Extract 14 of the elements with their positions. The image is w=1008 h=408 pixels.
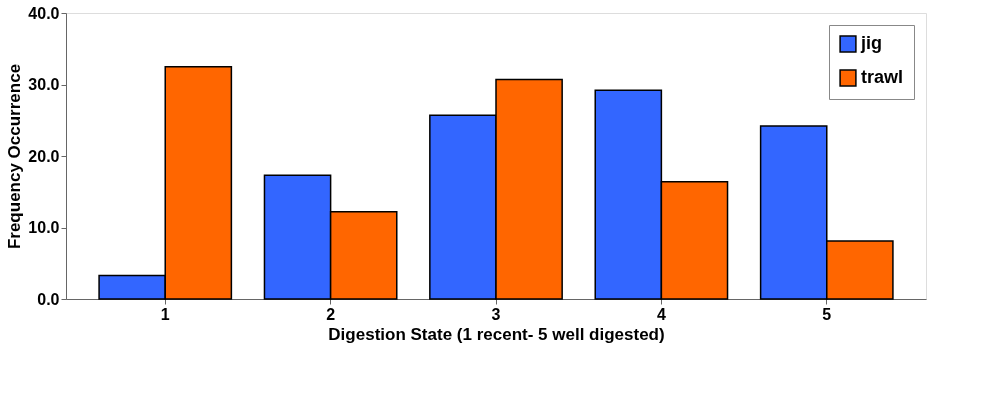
x-tick-label: 5	[822, 305, 832, 323]
x-tick-label: 4	[656, 305, 666, 323]
legend-label: jig	[860, 33, 882, 53]
y-tick-label: 30.0	[28, 76, 60, 93]
y-axis-title: Frequency Occurrence	[5, 63, 25, 250]
x-axis-title: Digestion State (1 recent- 5 well digested)	[328, 324, 665, 344]
x-tick-label: 3	[491, 305, 501, 323]
y-tick-label: 20.0	[28, 147, 60, 165]
x-tick-label: 1	[160, 305, 170, 323]
y-tick-label: 10.0	[28, 219, 60, 236]
y-tick-label: 0.0	[37, 290, 60, 308]
y-tick-label: 40.0	[28, 4, 60, 22]
x-tick-label: 2	[326, 305, 336, 323]
legend-label: trawl	[861, 67, 904, 87]
